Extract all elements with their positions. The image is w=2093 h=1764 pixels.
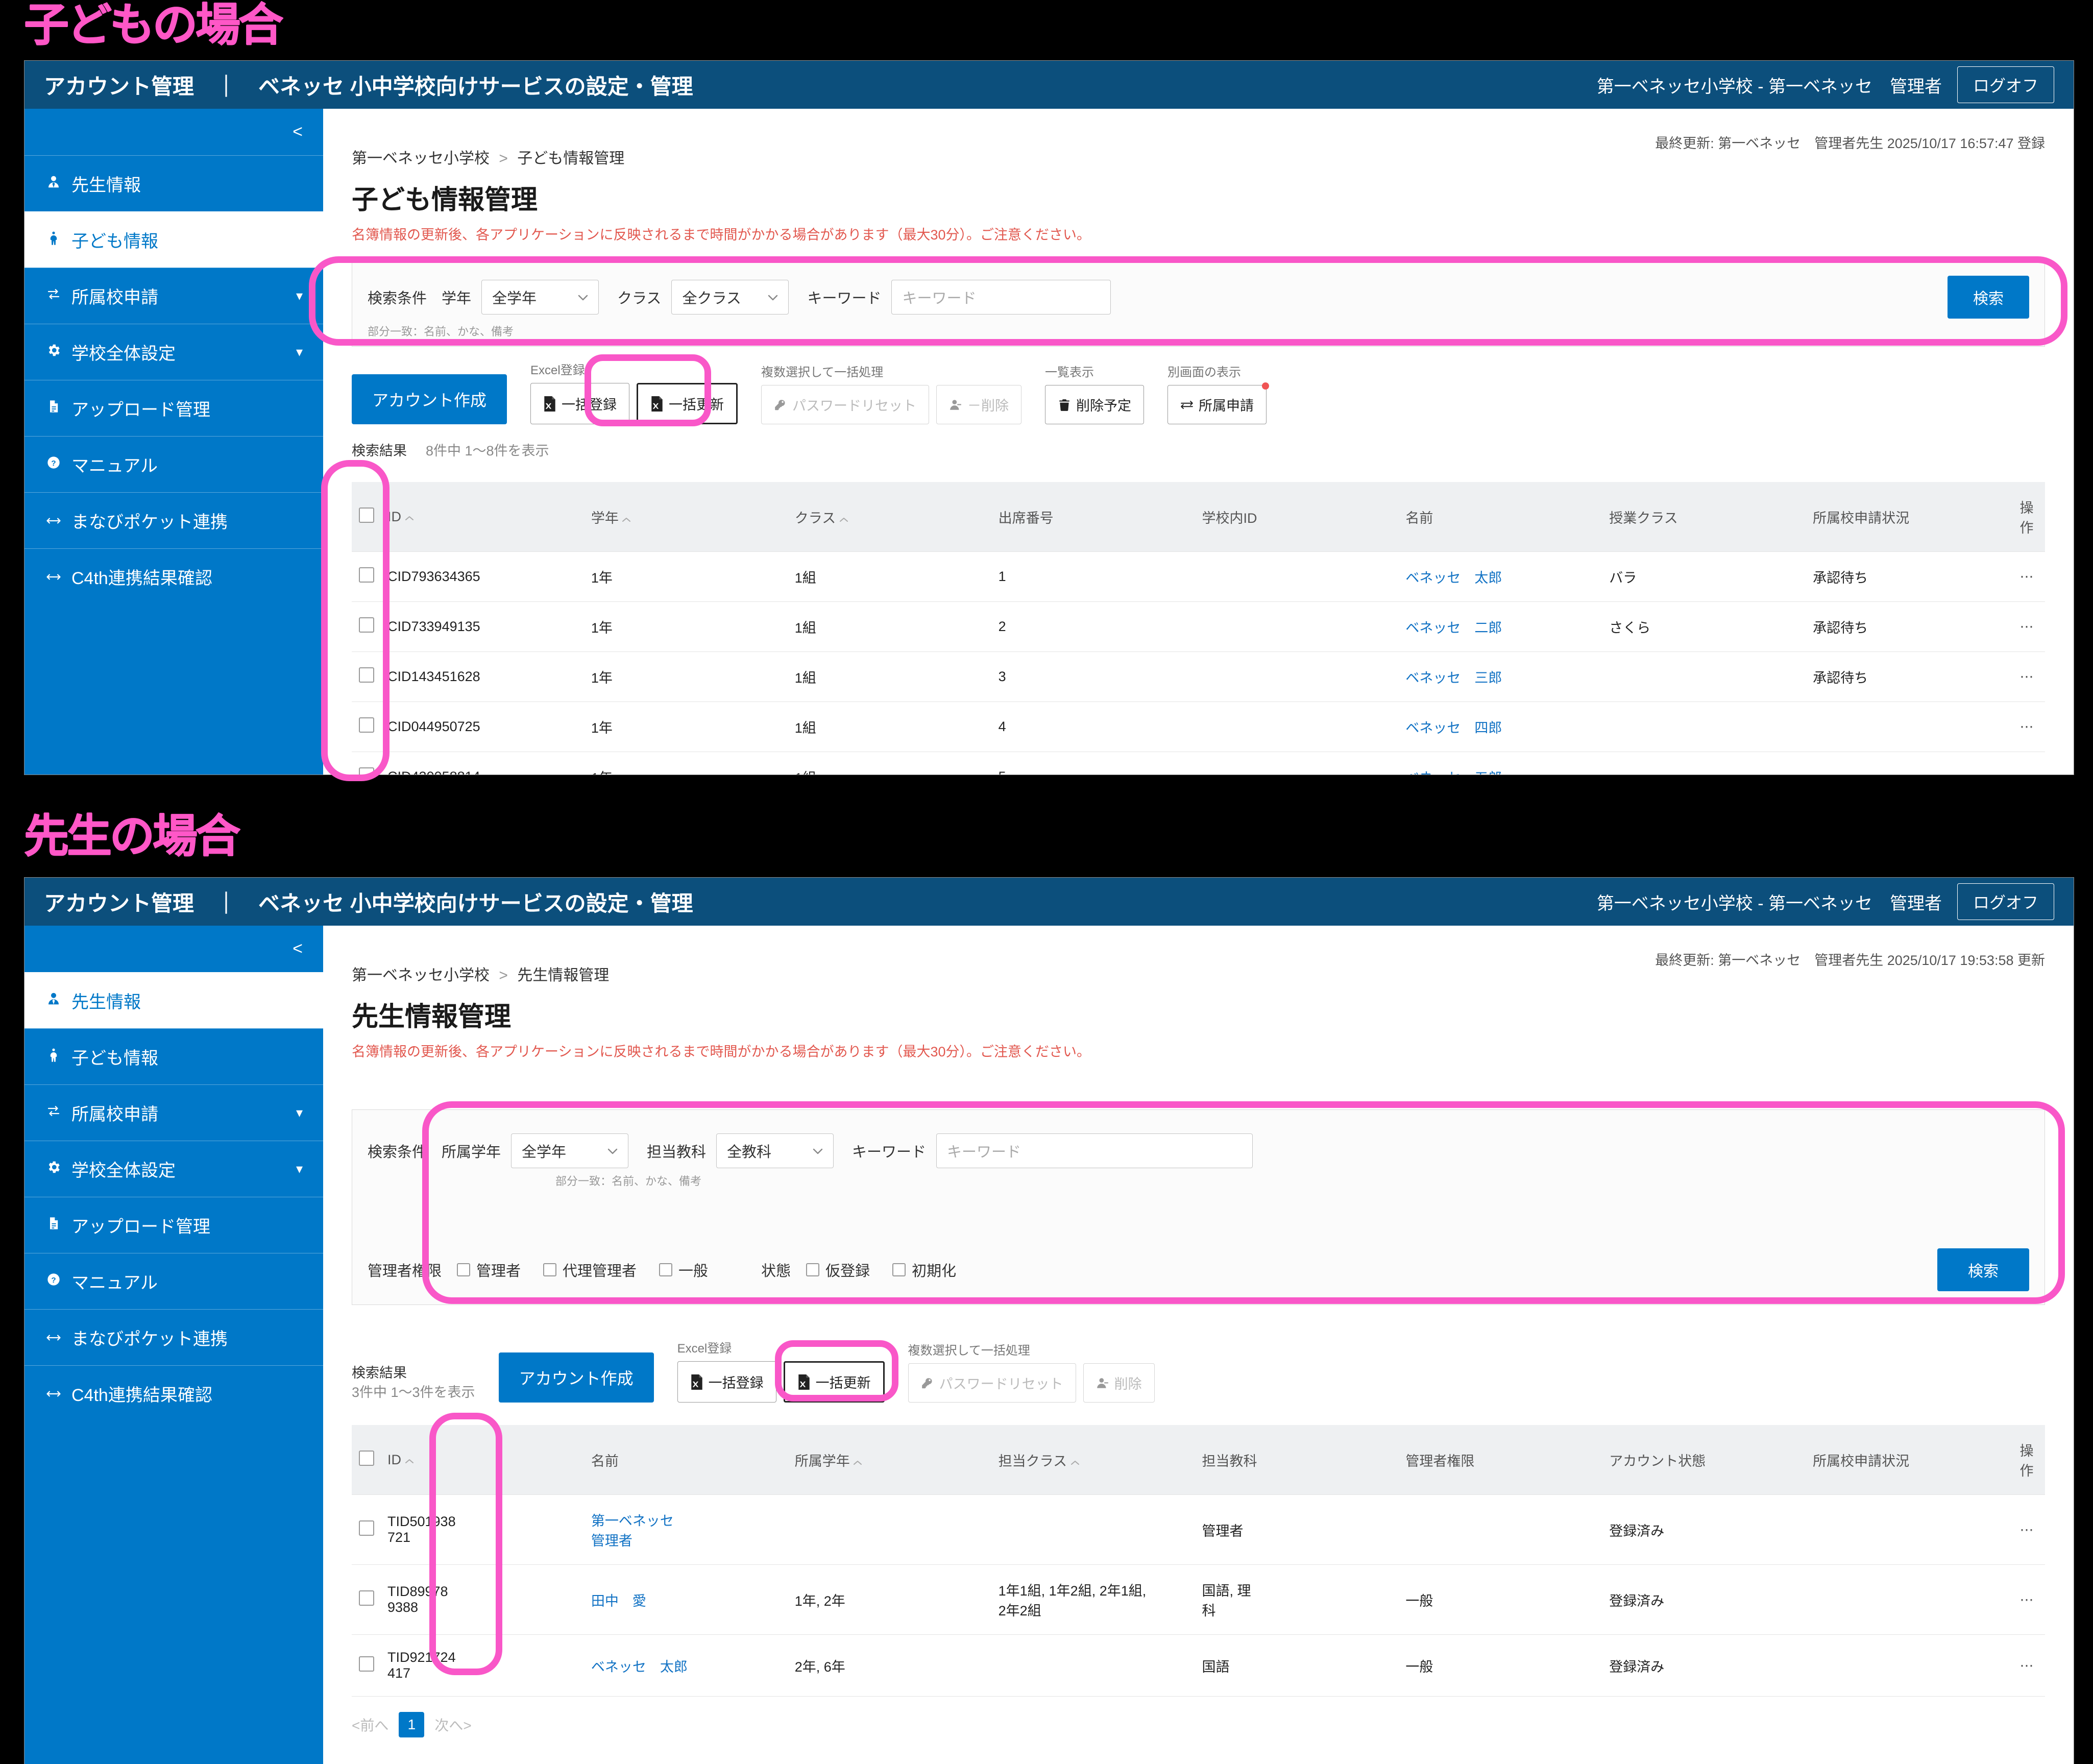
svg-text:?: ? [51,459,56,468]
svg-text:?: ? [51,1276,56,1285]
